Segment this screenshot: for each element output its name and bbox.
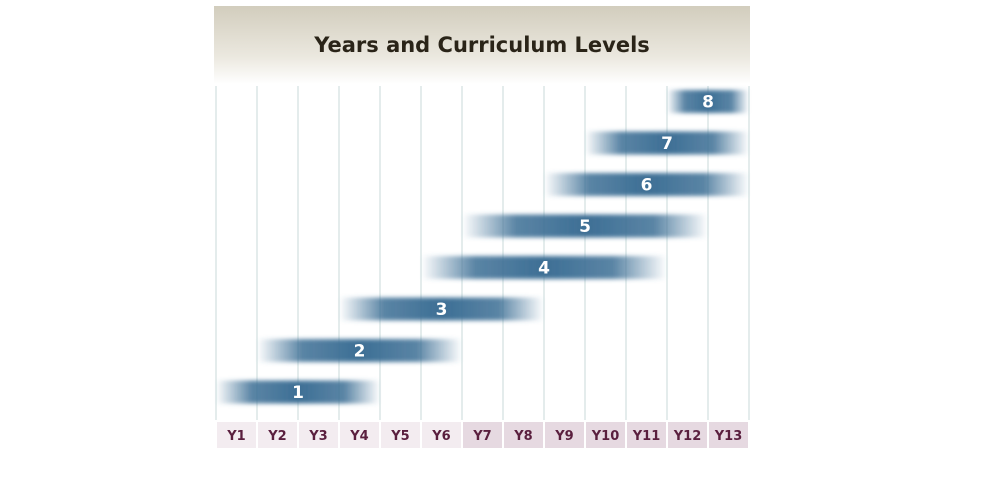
year-label-y1: Y1 [226,429,245,444]
year-label-y7: Y7 [472,429,491,444]
level-bar-7 [585,131,749,155]
level-label-2: 2 [354,342,366,362]
year-label-y2: Y2 [267,429,286,444]
year-label-y9: Y9 [554,429,573,444]
year-label-cell [545,422,584,448]
level-label-7: 7 [661,134,673,154]
year-label-cell [504,422,543,448]
year-label-y12: Y12 [673,429,702,444]
level-bar-8 [667,90,749,113]
level-bars: 1 2 3 4 5 6 7 8 [216,90,749,404]
year-label-cell [627,422,666,448]
year-label-y11: Y11 [632,429,661,444]
level-bar-1 [216,380,380,404]
year-label-y10: Y10 [591,429,620,444]
year-label-cell [586,422,625,448]
level-label-4: 4 [538,259,550,279]
level-bar-5 [462,214,708,238]
level-bar-6 [544,173,749,196]
level-label-1: 1 [292,383,304,403]
year-label-cell [299,422,338,448]
year-label-y13: Y13 [714,429,743,444]
chart-title: Years and Curriculum Levels [313,33,650,57]
year-label-y8: Y8 [513,429,532,444]
level-bar-2 [257,339,462,362]
year-label-cell [668,422,707,448]
level-label-3: 3 [436,300,448,320]
level-label-6: 6 [641,176,653,196]
year-label-y6: Y6 [431,429,450,444]
level-bar-4 [421,256,667,279]
grid-lines [215,86,750,420]
level-bar-3 [339,297,544,321]
year-label-y5: Y5 [390,429,409,444]
year-label-cell [463,422,502,448]
year-label-cell [258,422,297,448]
year-label-cell [340,422,379,448]
level-label-8: 8 [702,93,714,113]
year-label-cell [217,422,256,448]
year-label-y3: Y3 [308,429,327,444]
year-label-cell [381,422,420,448]
year-labels: Y1 Y2 Y3 Y4 Y5 Y6 Y7 Y8 Y9 Y10 Y11 Y12 Y13 [217,422,748,448]
title-band [214,6,750,84]
year-label-cell [709,422,748,448]
year-label-y4: Y4 [349,429,368,444]
year-label-cell [422,422,461,448]
level-label-5: 5 [579,217,591,237]
